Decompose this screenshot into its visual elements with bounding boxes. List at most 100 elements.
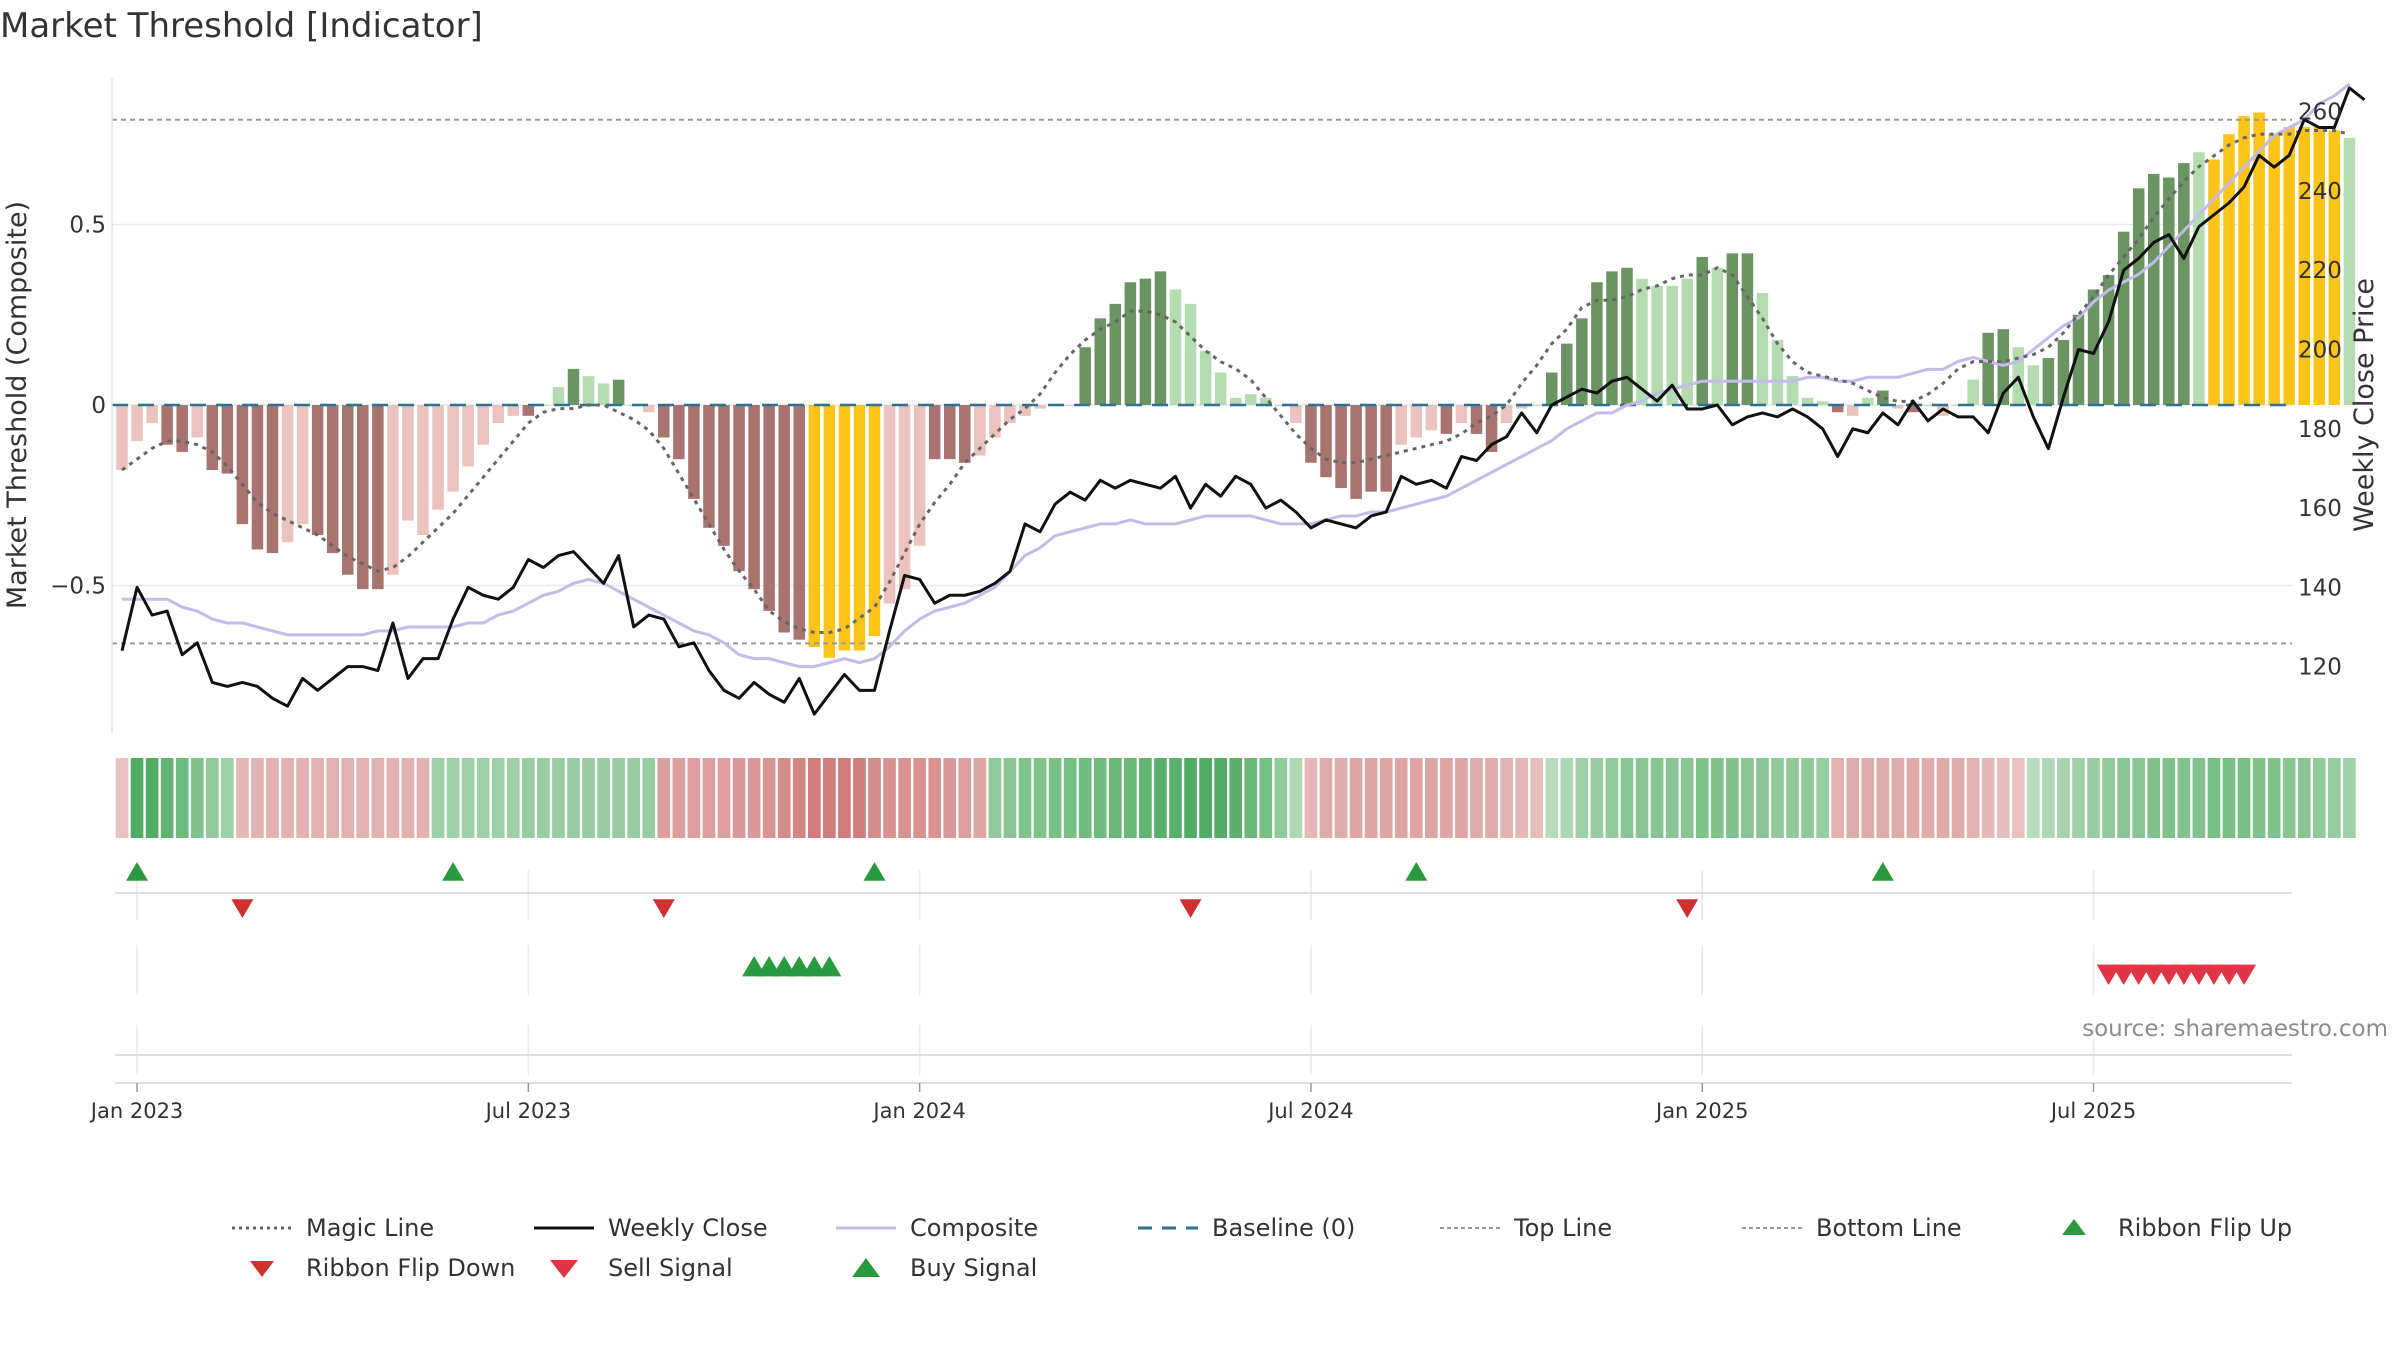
y2-tick-label: 120 xyxy=(2298,655,2342,681)
y2-tick-label: 200 xyxy=(2298,338,2342,364)
legend-item-top-line[interactable]: Top Line xyxy=(1438,1208,1740,1248)
y2-tick-label: 220 xyxy=(2298,258,2342,284)
ribbon-cell xyxy=(717,758,731,838)
legend-item-composite[interactable]: Composite xyxy=(834,1208,1136,1248)
sell-signal-marker xyxy=(2126,964,2151,985)
bar xyxy=(342,405,354,575)
bar xyxy=(1591,282,1603,405)
bar xyxy=(898,405,911,590)
bar xyxy=(2132,188,2145,405)
ribbon-cell xyxy=(1229,758,1243,838)
bar xyxy=(959,405,971,463)
legend-label: Ribbon Flip Up xyxy=(2118,1214,2293,1242)
ribbon-cell xyxy=(838,758,851,838)
bar xyxy=(206,405,219,470)
bar xyxy=(1726,253,1739,405)
bar xyxy=(1666,285,1678,405)
ribbon-cell xyxy=(898,758,911,838)
ribbon-cell xyxy=(1349,758,1363,838)
ribbon-flip-down-marker xyxy=(652,899,675,918)
ribbon-cell xyxy=(1801,758,1814,838)
legend-label: Top Line xyxy=(1514,1214,1613,1242)
legend-item-sell-signal[interactable]: Sell Signal xyxy=(532,1248,834,1288)
bar xyxy=(1771,340,1784,405)
legend-item-magic-line[interactable]: Magic Line xyxy=(230,1208,532,1248)
ribbon-cell xyxy=(732,758,746,838)
ribbon-cell xyxy=(1831,758,1845,838)
ribbon-cell xyxy=(1530,758,1544,838)
ribbon-cell xyxy=(2162,758,2176,838)
bar xyxy=(823,405,836,658)
bar xyxy=(1862,397,1874,405)
legend-item-ribbon-flip-down[interactable]: Ribbon Flip Down xyxy=(230,1248,532,1288)
bar xyxy=(582,376,595,405)
sell-signal-marker xyxy=(2232,964,2257,985)
bar xyxy=(1922,405,1934,406)
bar xyxy=(1004,405,1016,424)
ribbon-cell xyxy=(115,758,129,838)
ribbon-cell xyxy=(2237,758,2251,838)
bar xyxy=(1831,405,1844,413)
bar xyxy=(2117,231,2130,405)
ribbon-cell xyxy=(672,758,686,838)
sell-signal-marker xyxy=(2186,964,2211,985)
ribbon-cell xyxy=(491,758,505,838)
bar xyxy=(2223,134,2235,405)
bar xyxy=(176,405,188,452)
bar xyxy=(492,405,504,424)
ribbon-cell xyxy=(627,758,641,838)
bar xyxy=(718,405,730,546)
ribbon-cell xyxy=(1620,758,1634,838)
bar xyxy=(357,405,369,590)
ribbon-cell xyxy=(461,758,475,838)
ribbon-cell xyxy=(1996,758,2010,838)
lines-layer xyxy=(112,82,2366,716)
ribbon-cell xyxy=(1515,758,1528,838)
bar xyxy=(1034,405,1046,409)
bar xyxy=(2027,365,2040,405)
legend-item-ribbon-flip-up[interactable]: Ribbon Flip Up xyxy=(2042,1208,2344,1248)
ribbon-flip-down-marker xyxy=(1676,899,1699,918)
buy-signal-marker xyxy=(772,956,797,977)
ribbon-cell xyxy=(1771,758,1784,838)
legend-item-buy-signal[interactable]: Buy Signal xyxy=(834,1248,1136,1288)
source-label: source: sharemaestro.com xyxy=(2082,1016,2388,1042)
bar xyxy=(146,405,158,424)
legend-item-bottom-line[interactable]: Bottom Line xyxy=(1740,1208,2042,1248)
ribbon-cell xyxy=(446,758,460,838)
bar xyxy=(1982,332,1994,405)
bar xyxy=(2208,159,2220,405)
ribbon-cell xyxy=(1334,758,1348,838)
ribbon-cell xyxy=(2027,758,2040,838)
ribbon-cell xyxy=(236,758,249,838)
ribbon-cell xyxy=(582,758,595,838)
legend-item-weekly-close[interactable]: Weekly Close xyxy=(532,1208,834,1248)
bar xyxy=(2328,130,2341,406)
bar xyxy=(296,405,309,525)
triangle-up-icon xyxy=(2062,1219,2086,1235)
bar xyxy=(989,405,1001,438)
ribbon-cell xyxy=(1455,758,1468,838)
ribbon-flip-down-marker xyxy=(1179,899,1202,918)
bar xyxy=(1154,271,1167,405)
bar xyxy=(462,405,474,467)
ribbon-cell xyxy=(1891,758,1905,838)
page-title: Market Threshold [Indicator] xyxy=(0,6,483,46)
ribbon-cell xyxy=(1259,758,1273,838)
ribbon-cell xyxy=(1635,758,1649,838)
legend-item-baseline[interactable]: Baseline (0) xyxy=(1136,1208,1438,1248)
ribbon-cell xyxy=(326,758,340,838)
ribbon-cell xyxy=(958,758,972,838)
bars-layer xyxy=(116,112,2356,658)
ribbon-cell xyxy=(1379,758,1393,838)
ribbon-cell xyxy=(1018,758,1032,838)
bar xyxy=(236,405,249,525)
bar xyxy=(1290,405,1302,424)
bar xyxy=(477,405,489,445)
ribbon-cell xyxy=(190,758,204,838)
bar xyxy=(1395,405,1407,445)
solid-line-icon xyxy=(534,1226,594,1230)
ribbon-cell xyxy=(687,758,701,838)
bar xyxy=(1561,343,1573,405)
bar xyxy=(778,405,790,633)
